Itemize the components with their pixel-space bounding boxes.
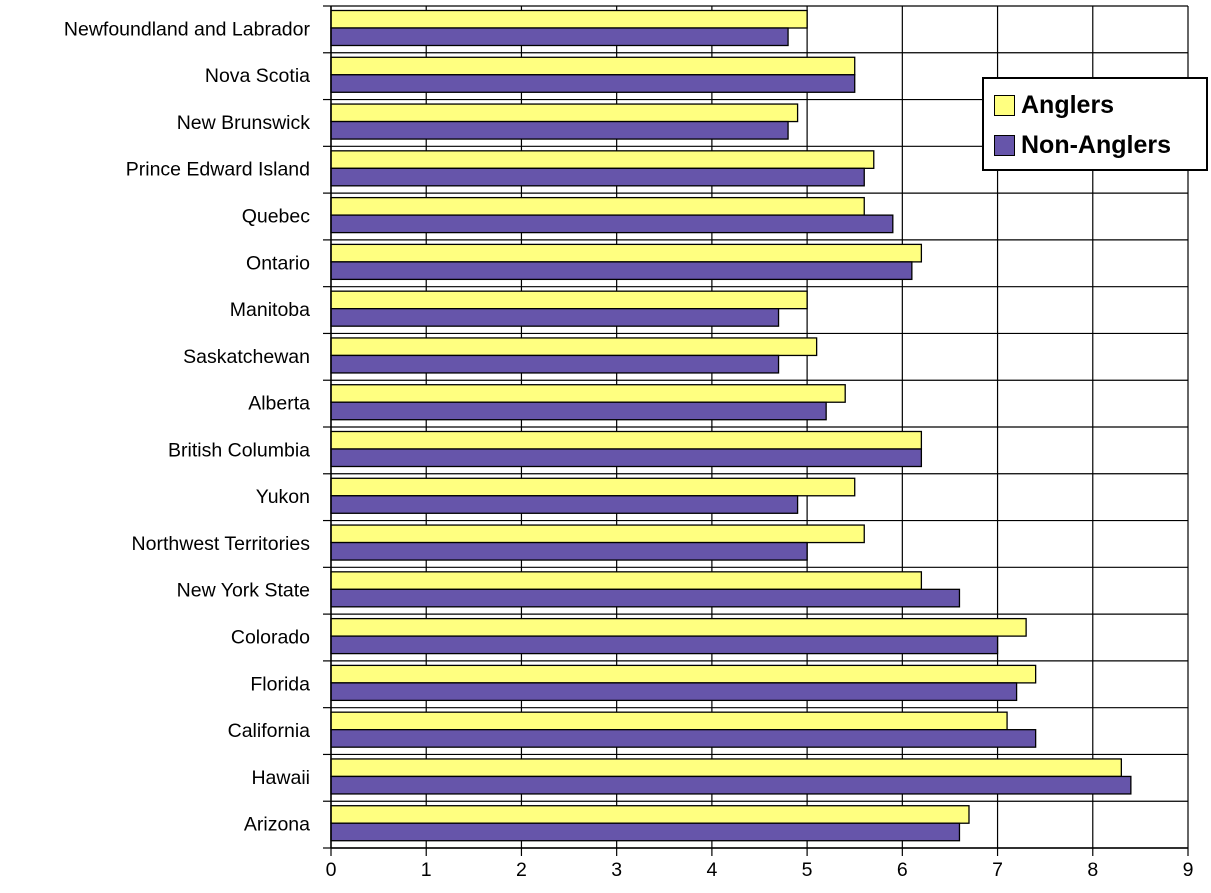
bar-non-anglers [330,261,913,281]
bar-anglers [330,805,970,824]
bar-non-anglers [330,354,780,374]
bar-non-anglers [330,448,923,468]
bar-anglers [330,196,865,216]
y-tick-label: Ontario [246,252,310,274]
y-tick-label: Alberta [248,393,310,415]
x-tick-label: 6 [897,859,908,881]
bar-non-anglers [330,588,961,608]
bar-anglers [330,243,923,263]
bar-non-anglers [330,74,856,93]
bar-anglers [330,758,1122,778]
y-tick-label: New Brunswick [177,112,311,134]
bar-anglers [330,664,1037,684]
y-tick-label: Colorado [231,627,310,649]
bar-non-anglers [330,120,789,140]
bar-anglers [330,290,808,310]
legend-label-anglers: Anglers [1021,90,1115,119]
x-tick-label: 3 [611,859,622,881]
legend-item-anglers: Anglers [994,90,1114,120]
bar-anglers [330,477,856,497]
y-tick-label: Northwest Territories [132,533,311,555]
legend-item-non-anglers: Non-Anglers [994,130,1171,160]
bar-non-anglers [330,729,1037,748]
bar-non-anglers [330,822,961,842]
x-tick-label: 9 [1183,859,1194,881]
y-tick-label: Yukon [256,486,310,508]
legend-label-non-anglers: Non-Anglers [1021,130,1171,159]
bar-anglers [330,617,1027,637]
x-tick-label: 7 [992,859,1003,881]
bar-non-anglers [330,401,827,421]
legend-swatch-non-anglers [994,134,1015,156]
y-tick-label: Quebec [242,206,311,228]
y-tick-label: Arizona [244,814,310,836]
legend: Anglers Non-Anglers [982,77,1208,171]
bar-anglers [330,384,846,403]
bar-non-anglers [330,682,1018,702]
y-tick-label: British Columbia [168,439,310,461]
x-tick-label: 5 [802,859,813,881]
legend-swatch-anglers [994,94,1015,116]
y-tick-label: Hawaii [251,767,310,789]
bar-non-anglers [330,541,808,561]
bar-non-anglers [330,167,865,187]
x-tick-label: 2 [516,859,527,881]
bar-non-anglers [330,635,999,655]
bar-non-anglers [330,214,894,234]
y-tick-label: Manitoba [230,299,310,321]
bar-non-anglers [330,775,1132,795]
bar-anglers [330,103,799,123]
y-tick-label: Prince Edward Island [126,159,310,181]
x-tick-label: 8 [1087,859,1098,881]
bar-non-anglers [330,27,789,47]
y-tick-label: California [228,720,311,742]
bar-anglers [330,9,808,29]
bar-anglers [330,337,818,357]
bar-anglers [330,524,865,544]
bar-anglers [330,150,875,169]
y-tick-label: New York State [177,580,310,602]
x-tick-label: 1 [421,859,432,881]
x-tick-label: 4 [706,859,717,881]
bar-non-anglers [330,308,780,327]
bar-anglers [330,571,923,590]
y-tick-label: Saskatchewan [183,346,310,368]
y-tick-label: Newfoundland and Labrador [64,18,311,40]
bar-non-anglers [330,495,799,514]
bar-anglers [330,56,856,76]
bar-anglers [330,430,923,450]
y-tick-label: Nova Scotia [205,65,310,87]
x-tick-label: 0 [326,859,337,881]
bar-anglers [330,711,1008,731]
y-tick-label: Florida [250,673,310,695]
